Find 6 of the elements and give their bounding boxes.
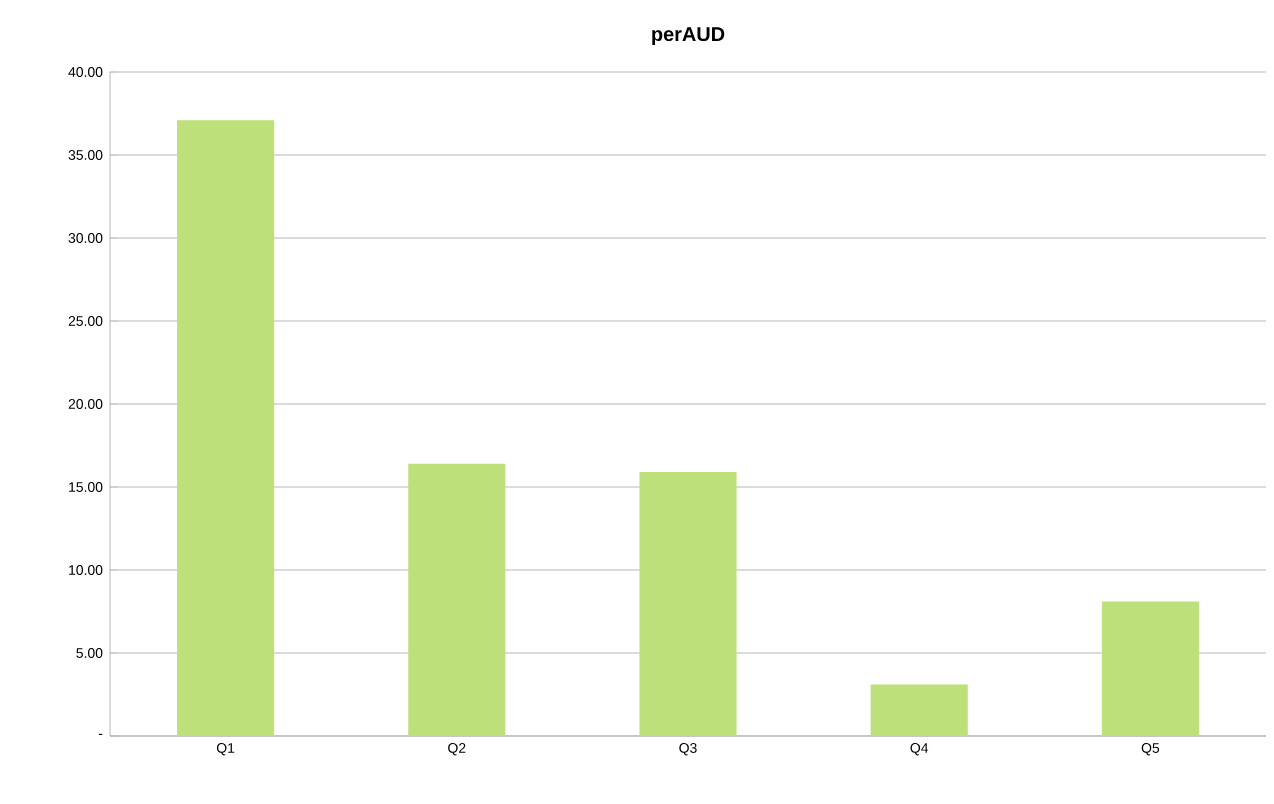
chart-title: perAUD (652, 27, 725, 46)
bar (177, 120, 275, 736)
bar (870, 684, 968, 736)
bar (1101, 601, 1199, 736)
bar (639, 472, 737, 736)
bar (408, 463, 506, 736)
